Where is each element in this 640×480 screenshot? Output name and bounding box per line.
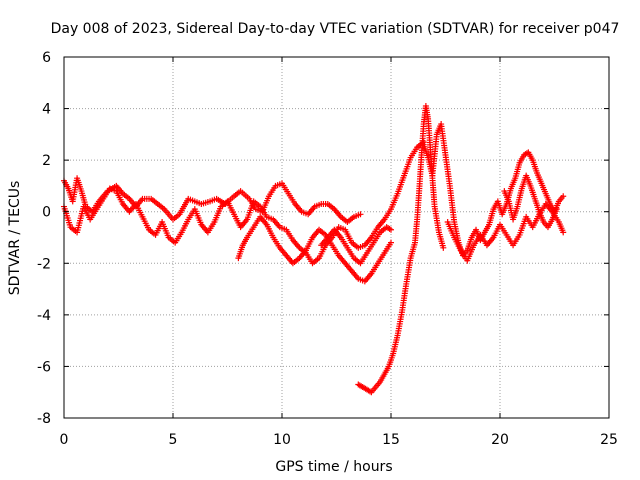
series-track-e xyxy=(355,102,447,396)
data-point xyxy=(440,244,447,251)
plot-frame xyxy=(63,56,610,419)
y-tick-label: 2 xyxy=(42,153,51,169)
x-axis-label: GPS time / hours xyxy=(275,459,392,475)
data-point xyxy=(357,211,364,218)
y-axis-label: SDTVAR / TECUs xyxy=(7,181,23,296)
data-point xyxy=(553,206,560,213)
x-tick-label: 15 xyxy=(382,432,400,448)
x-tick-label: 25 xyxy=(600,432,618,448)
chart-title: Day 008 of 2023, Sidereal Day-to-day VTE… xyxy=(51,21,620,37)
series-track-d xyxy=(318,224,394,267)
x-tick-label: 20 xyxy=(491,432,509,448)
y-tick-label: 0 xyxy=(42,205,51,221)
y-tick-label: -2 xyxy=(37,256,51,272)
data-point xyxy=(560,229,567,236)
grid-lines xyxy=(64,57,609,418)
x-tick-label: 5 xyxy=(169,432,178,448)
data-series xyxy=(61,102,567,396)
y-tick-label: 6 xyxy=(42,50,51,66)
series-track-h xyxy=(501,172,560,231)
x-tick-label: 0 xyxy=(60,432,69,448)
data-point xyxy=(388,226,394,233)
x-tick-label: 10 xyxy=(273,432,291,448)
y-tick-label: 4 xyxy=(42,102,51,118)
data-point xyxy=(560,193,567,200)
axis-ticks: 0 5 10 15 20 25 -8 -6 -4 -2 0 2 4 6 xyxy=(37,50,618,448)
y-tick-label: -4 xyxy=(37,308,51,324)
y-tick-label: -8 xyxy=(37,411,51,427)
y-tick-label: -6 xyxy=(37,359,51,375)
data-point xyxy=(388,239,394,246)
series-track-c xyxy=(235,213,394,285)
series-track-b xyxy=(61,139,427,267)
